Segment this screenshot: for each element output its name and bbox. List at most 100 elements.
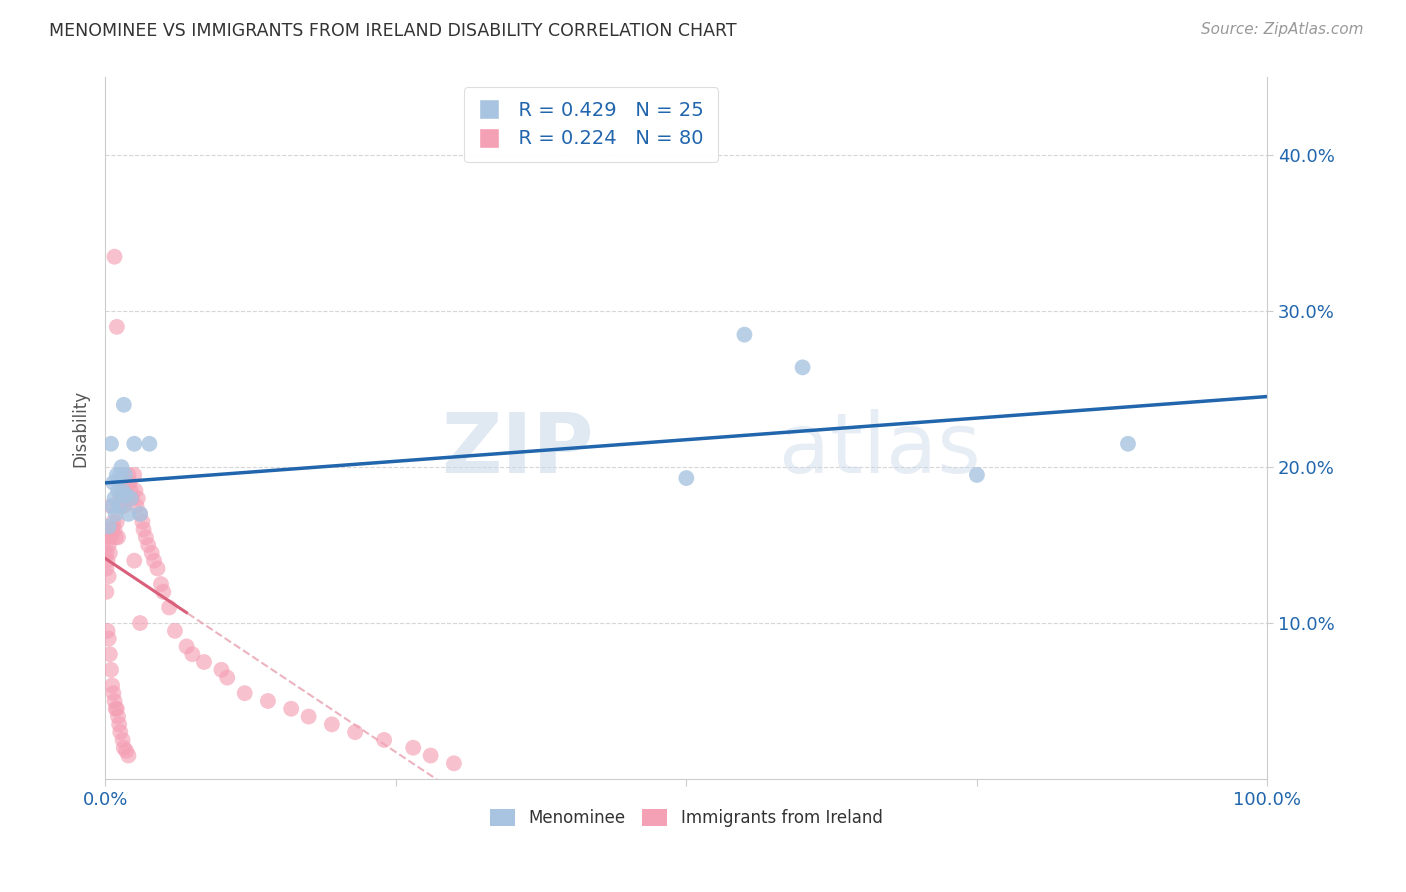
Point — [122, 436, 145, 450]
Point — [135, 530, 157, 544]
Point — [125, 499, 148, 513]
Point — [105, 702, 128, 716]
Point — [103, 475, 125, 490]
Point — [96, 554, 118, 568]
Point — [233, 686, 256, 700]
Point — [103, 250, 125, 264]
Point — [112, 398, 135, 412]
Point — [107, 483, 129, 498]
Point — [104, 507, 127, 521]
Point — [209, 663, 232, 677]
Point — [108, 499, 131, 513]
Point — [104, 530, 127, 544]
Point — [118, 475, 141, 490]
Point — [103, 491, 125, 506]
Point — [103, 686, 125, 700]
Point — [112, 740, 135, 755]
Point — [419, 748, 441, 763]
Point — [733, 327, 755, 342]
Point — [110, 725, 132, 739]
Point — [115, 744, 138, 758]
Point — [100, 499, 122, 513]
Point — [105, 515, 128, 529]
Point — [114, 467, 136, 482]
Point — [100, 436, 122, 450]
Legend: Menominee, Immigrants from Ireland: Menominee, Immigrants from Ireland — [484, 802, 889, 834]
Point — [321, 717, 343, 731]
Point — [108, 717, 131, 731]
Text: Source: ZipAtlas.com: Source: ZipAtlas.com — [1201, 22, 1364, 37]
Point — [146, 561, 169, 575]
Point — [402, 740, 425, 755]
Point — [111, 483, 134, 498]
Point — [108, 499, 131, 513]
Text: MENOMINEE VS IMMIGRANTS FROM IRELAND DISABILITY CORRELATION CHART: MENOMINEE VS IMMIGRANTS FROM IRELAND DIS… — [49, 22, 737, 40]
Point — [96, 561, 118, 575]
Point — [297, 709, 319, 723]
Point — [110, 499, 132, 513]
Point — [101, 499, 124, 513]
Point — [163, 624, 186, 638]
Point — [124, 483, 146, 498]
Point — [96, 530, 118, 544]
Point — [97, 519, 120, 533]
Point — [110, 460, 132, 475]
Point — [105, 319, 128, 334]
Text: atlas: atlas — [779, 409, 981, 490]
Point — [100, 663, 122, 677]
Point — [152, 585, 174, 599]
Point — [117, 748, 139, 763]
Point — [131, 515, 153, 529]
Point — [107, 709, 129, 723]
Point — [112, 499, 135, 513]
Point — [675, 471, 697, 485]
Y-axis label: Disability: Disability — [72, 390, 89, 467]
Point — [157, 600, 180, 615]
Text: ZIP: ZIP — [441, 409, 593, 490]
Point — [110, 491, 132, 506]
Point — [111, 491, 134, 506]
Point — [105, 467, 128, 482]
Point — [143, 554, 166, 568]
Point — [193, 655, 215, 669]
Point — [141, 546, 163, 560]
Point — [129, 507, 152, 521]
Point — [96, 624, 118, 638]
Point — [217, 671, 239, 685]
Point — [1116, 436, 1139, 450]
Point — [120, 491, 142, 506]
Point — [103, 523, 125, 537]
Point — [127, 491, 149, 506]
Point — [138, 436, 160, 450]
Point — [792, 360, 814, 375]
Point — [100, 530, 122, 544]
Point — [181, 647, 204, 661]
Point — [97, 569, 120, 583]
Point — [136, 538, 159, 552]
Point — [122, 554, 145, 568]
Point — [122, 467, 145, 482]
Point — [443, 756, 465, 771]
Point — [101, 523, 124, 537]
Point — [117, 507, 139, 521]
Point — [117, 467, 139, 482]
Point — [115, 488, 138, 502]
Point — [114, 483, 136, 498]
Point — [98, 546, 121, 560]
Point — [98, 647, 121, 661]
Point — [111, 733, 134, 747]
Point — [101, 678, 124, 692]
Point — [97, 632, 120, 646]
Point — [129, 615, 152, 630]
Point — [107, 530, 129, 544]
Point — [96, 585, 118, 599]
Point — [373, 733, 395, 747]
Point — [104, 702, 127, 716]
Point — [150, 577, 173, 591]
Point — [97, 538, 120, 552]
Point — [103, 694, 125, 708]
Point — [115, 483, 138, 498]
Point — [344, 725, 367, 739]
Point — [96, 546, 118, 560]
Point — [966, 467, 988, 482]
